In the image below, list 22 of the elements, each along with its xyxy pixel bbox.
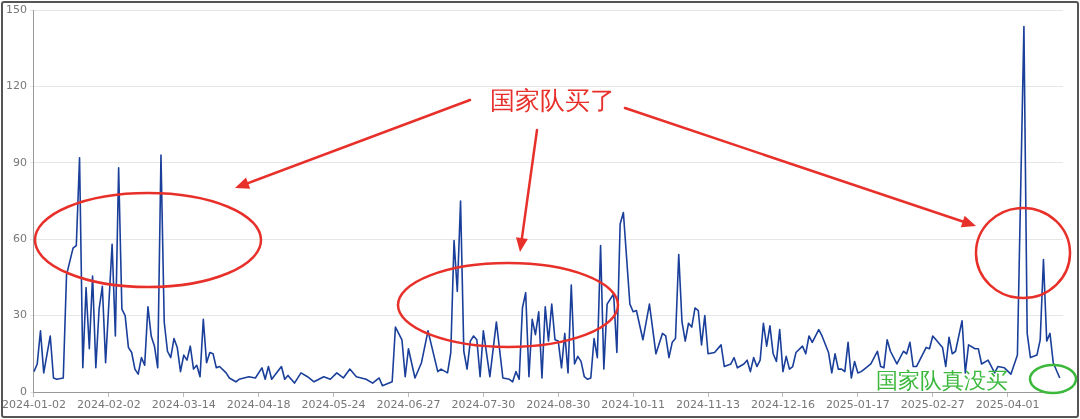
y-tick-label: 150 [5, 2, 27, 16]
y-tick-label: 60 [12, 232, 27, 246]
y-tick-label: 30 [12, 308, 27, 322]
x-tick-label: 2024-10-11 [601, 398, 666, 412]
x-tick-label: 2024-07-30 [451, 398, 516, 412]
annotation: 国家队真没买 [876, 368, 1008, 393]
x-tick-label: 2024-04-18 [226, 398, 291, 412]
y-tick-label: 90 [12, 155, 27, 169]
x-tick-label: 2024-06-27 [376, 398, 441, 412]
y-tick-label: 120 [5, 79, 27, 93]
x-tick-label: 2024-12-16 [750, 398, 815, 412]
x-tick-label: 2024-08-30 [526, 398, 591, 412]
y-tick-label: 0 [19, 384, 27, 398]
annotation: 国家队买了 [490, 86, 615, 115]
x-tick-label: 2025-04-01 [975, 398, 1040, 412]
x-tick-label: 2024-03-14 [151, 398, 216, 412]
x-tick-label: 2024-11-13 [676, 398, 741, 412]
x-tick-label: 2025-01-17 [825, 398, 890, 412]
x-tick-label: 2025-02-27 [900, 398, 965, 412]
x-tick-label: 2024-01-02 [1, 398, 66, 412]
x-tick-label: 2024-05-24 [301, 398, 366, 412]
x-tick-label: 2024-02-02 [76, 398, 141, 412]
